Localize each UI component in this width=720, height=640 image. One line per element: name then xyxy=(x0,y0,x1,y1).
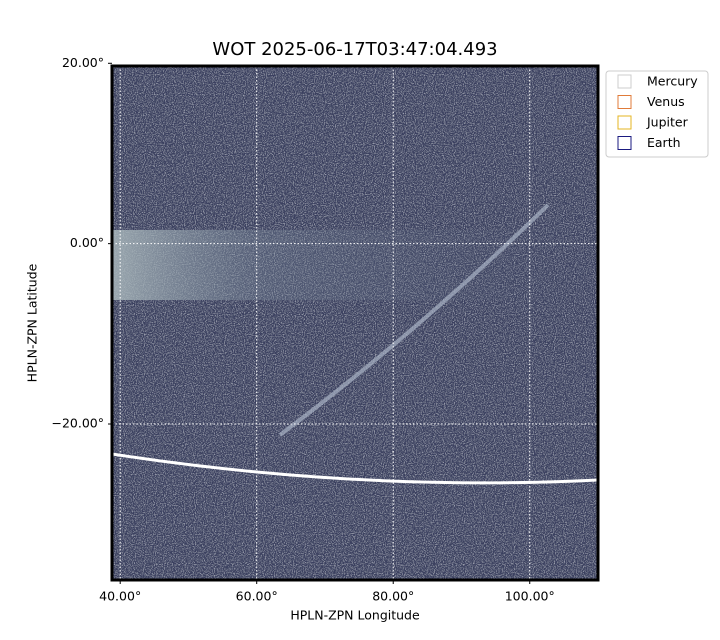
legend: Mercury Venus Jupiter Earth xyxy=(605,70,709,158)
x-tick-label: 40.00° xyxy=(99,589,141,604)
image-background xyxy=(112,66,598,580)
y-tick-label: 0.00° xyxy=(70,235,104,250)
legend-label: Venus xyxy=(647,94,685,109)
legend-swatch xyxy=(617,74,632,89)
y-axis-label: HPLN-ZPN Latitude xyxy=(25,263,40,382)
chart-title: WOT 2025-06-17T03:47:04.493 xyxy=(212,39,497,60)
x-tick-label: 100.00° xyxy=(505,589,555,604)
legend-frame xyxy=(605,70,709,158)
axes-frame xyxy=(110,64,600,582)
y-tick-label: −20.00° xyxy=(51,415,104,430)
streak xyxy=(278,203,550,437)
legend-swatch xyxy=(617,136,632,150)
legend-swatch xyxy=(617,95,632,109)
bright-arc xyxy=(112,452,598,485)
x-axis-label: HPLN-ZPN Longitude xyxy=(290,608,420,623)
x-tick-label: 60.00° xyxy=(236,589,278,604)
image xyxy=(112,66,598,580)
glow-band xyxy=(112,230,598,300)
y-tick-label: 20.00° xyxy=(62,55,104,70)
legend-label: Earth xyxy=(647,135,681,150)
x-tick-label: 80.00° xyxy=(372,589,414,604)
legend-label: Jupiter xyxy=(646,115,689,130)
legend-label: Mercury xyxy=(647,74,698,89)
legend-swatch xyxy=(617,115,632,130)
